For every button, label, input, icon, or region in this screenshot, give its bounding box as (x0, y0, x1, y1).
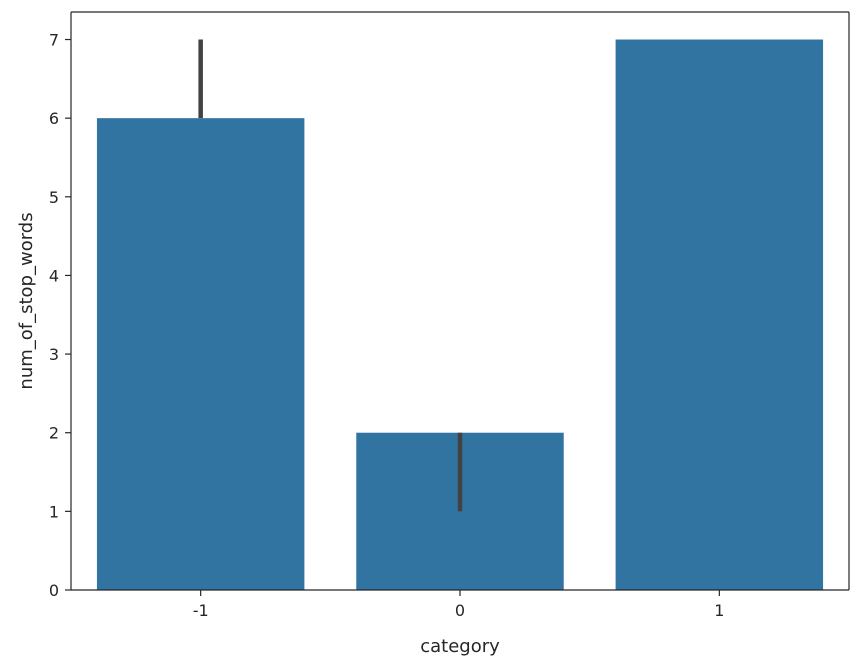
x-axis-label: category (420, 636, 500, 657)
y-tick-label: 5 (49, 188, 59, 207)
x-tick-label: -1 (193, 601, 209, 620)
y-tick-label: 3 (49, 345, 59, 364)
bar-1 (615, 39, 824, 591)
x-ticks-layer: -1 0 1 (193, 590, 724, 620)
y-axis-label: num_of_stop_words (16, 212, 37, 389)
bar--1 (96, 118, 305, 590)
x-tick-label: 0 (455, 601, 465, 620)
error-bars-layer (198, 39, 463, 512)
y-tick-label: 6 (49, 109, 59, 128)
y-ticks-layer: 0 1 2 3 4 5 6 7 (49, 31, 71, 600)
y-tick-label: 0 (49, 581, 59, 600)
y-tick-label: 2 (49, 424, 59, 443)
y-tick-label: 4 (49, 266, 59, 285)
x-tick-label: 1 (714, 601, 724, 620)
y-tick-label: 1 (49, 502, 59, 521)
y-tick-label: 7 (49, 31, 59, 50)
